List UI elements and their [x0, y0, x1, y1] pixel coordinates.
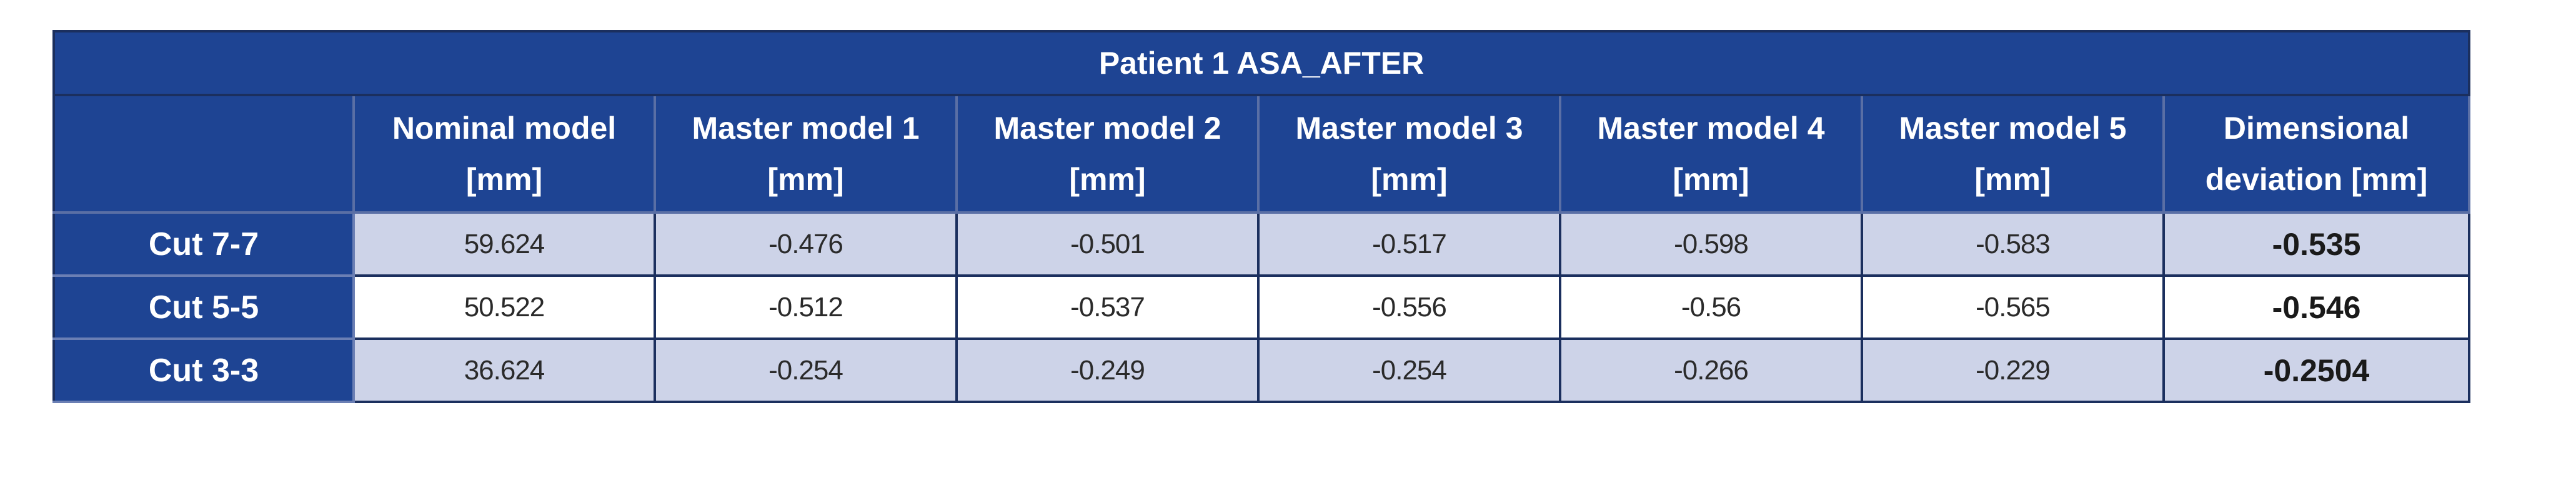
header-line2: [mm] [1371, 162, 1448, 197]
nominal-value: 50.522 [352, 274, 656, 340]
header-line1: Master model 3 [1295, 111, 1523, 146]
header-master-model-1: Master model 1 [mm] [654, 94, 958, 214]
table-title: Patient 1 ASA_AFTER [52, 30, 2471, 96]
row-label: Cut 7-7 [52, 211, 355, 277]
header-master-model-2: Master model 2 [mm] [955, 94, 1260, 214]
master-model-3-value: -0.254 [1257, 338, 1561, 403]
master-model-4-value: -0.56 [1559, 274, 1863, 340]
header-master-model-5: Master model 5 [mm] [1861, 94, 2165, 214]
row-label: Cut 5-5 [52, 274, 355, 340]
header-line2: [mm] [767, 162, 844, 197]
header-master-model-4: Master model 4 [mm] [1559, 94, 1863, 214]
deviation-value: -0.546 [2162, 274, 2471, 340]
master-model-2-value: -0.537 [955, 274, 1260, 340]
header-line2: [mm] [1673, 162, 1749, 197]
table-row-cut-5-5: Cut 5-5 50.522 -0.512 -0.537 -0.556 -0.5… [52, 274, 2471, 340]
header-master-model-3: Master model 3 [mm] [1257, 94, 1561, 214]
master-model-3-value: -0.517 [1257, 211, 1561, 277]
master-model-1-value: -0.476 [654, 211, 958, 277]
deviation-value: -0.535 [2162, 211, 2471, 277]
results-table: Patient 1 ASA_AFTER Nominal model [mm] Ma… [52, 30, 2471, 403]
master-model-2-value: -0.249 [955, 338, 1260, 403]
master-model-1-value: -0.512 [654, 274, 958, 340]
header-line2: [mm] [465, 162, 543, 197]
master-model-2-value: -0.501 [955, 211, 1260, 277]
row-label: Cut 3-3 [52, 338, 355, 403]
header-nominal-model: Nominal model [mm] [352, 94, 656, 214]
master-model-3-value: -0.556 [1257, 274, 1561, 340]
header-line2: deviation [mm] [2205, 162, 2428, 197]
deviation-value: -0.2504 [2162, 338, 2471, 403]
header-row: Nominal model [mm] Master model 1 [mm] Mas… [52, 94, 2471, 214]
title-row: Patient 1 ASA_AFTER [52, 30, 2471, 96]
table-row-cut-3-3: Cut 3-3 36.624 -0.254 -0.249 -0.254 -0.2… [52, 338, 2471, 403]
header-corner-cell [52, 94, 355, 214]
header-line1: Dimensional [2223, 111, 2410, 146]
master-model-1-value: -0.254 [654, 338, 958, 403]
header-line1: Master model 2 [993, 111, 1221, 146]
master-model-5-value: -0.229 [1861, 338, 2165, 403]
header-dimensional-deviation: Dimensional deviation [mm] [2162, 94, 2471, 214]
header-line1: Master model 5 [1899, 111, 2127, 146]
header-line1: Master model 1 [692, 111, 920, 146]
master-model-5-value: -0.583 [1861, 211, 2165, 277]
header-line1: Master model 4 [1597, 111, 1825, 146]
header-line1: Nominal model [392, 111, 617, 146]
master-model-4-value: -0.598 [1559, 211, 1863, 277]
table-row-cut-7-7: Cut 7-7 59.624 -0.476 -0.501 -0.517 -0.5… [52, 211, 2471, 277]
header-line2: [mm] [1069, 162, 1146, 197]
header-line2: [mm] [1974, 162, 2051, 197]
master-model-4-value: -0.266 [1559, 338, 1863, 403]
nominal-value: 36.624 [352, 338, 656, 403]
nominal-value: 59.624 [352, 211, 656, 277]
master-model-5-value: -0.565 [1861, 274, 2165, 340]
